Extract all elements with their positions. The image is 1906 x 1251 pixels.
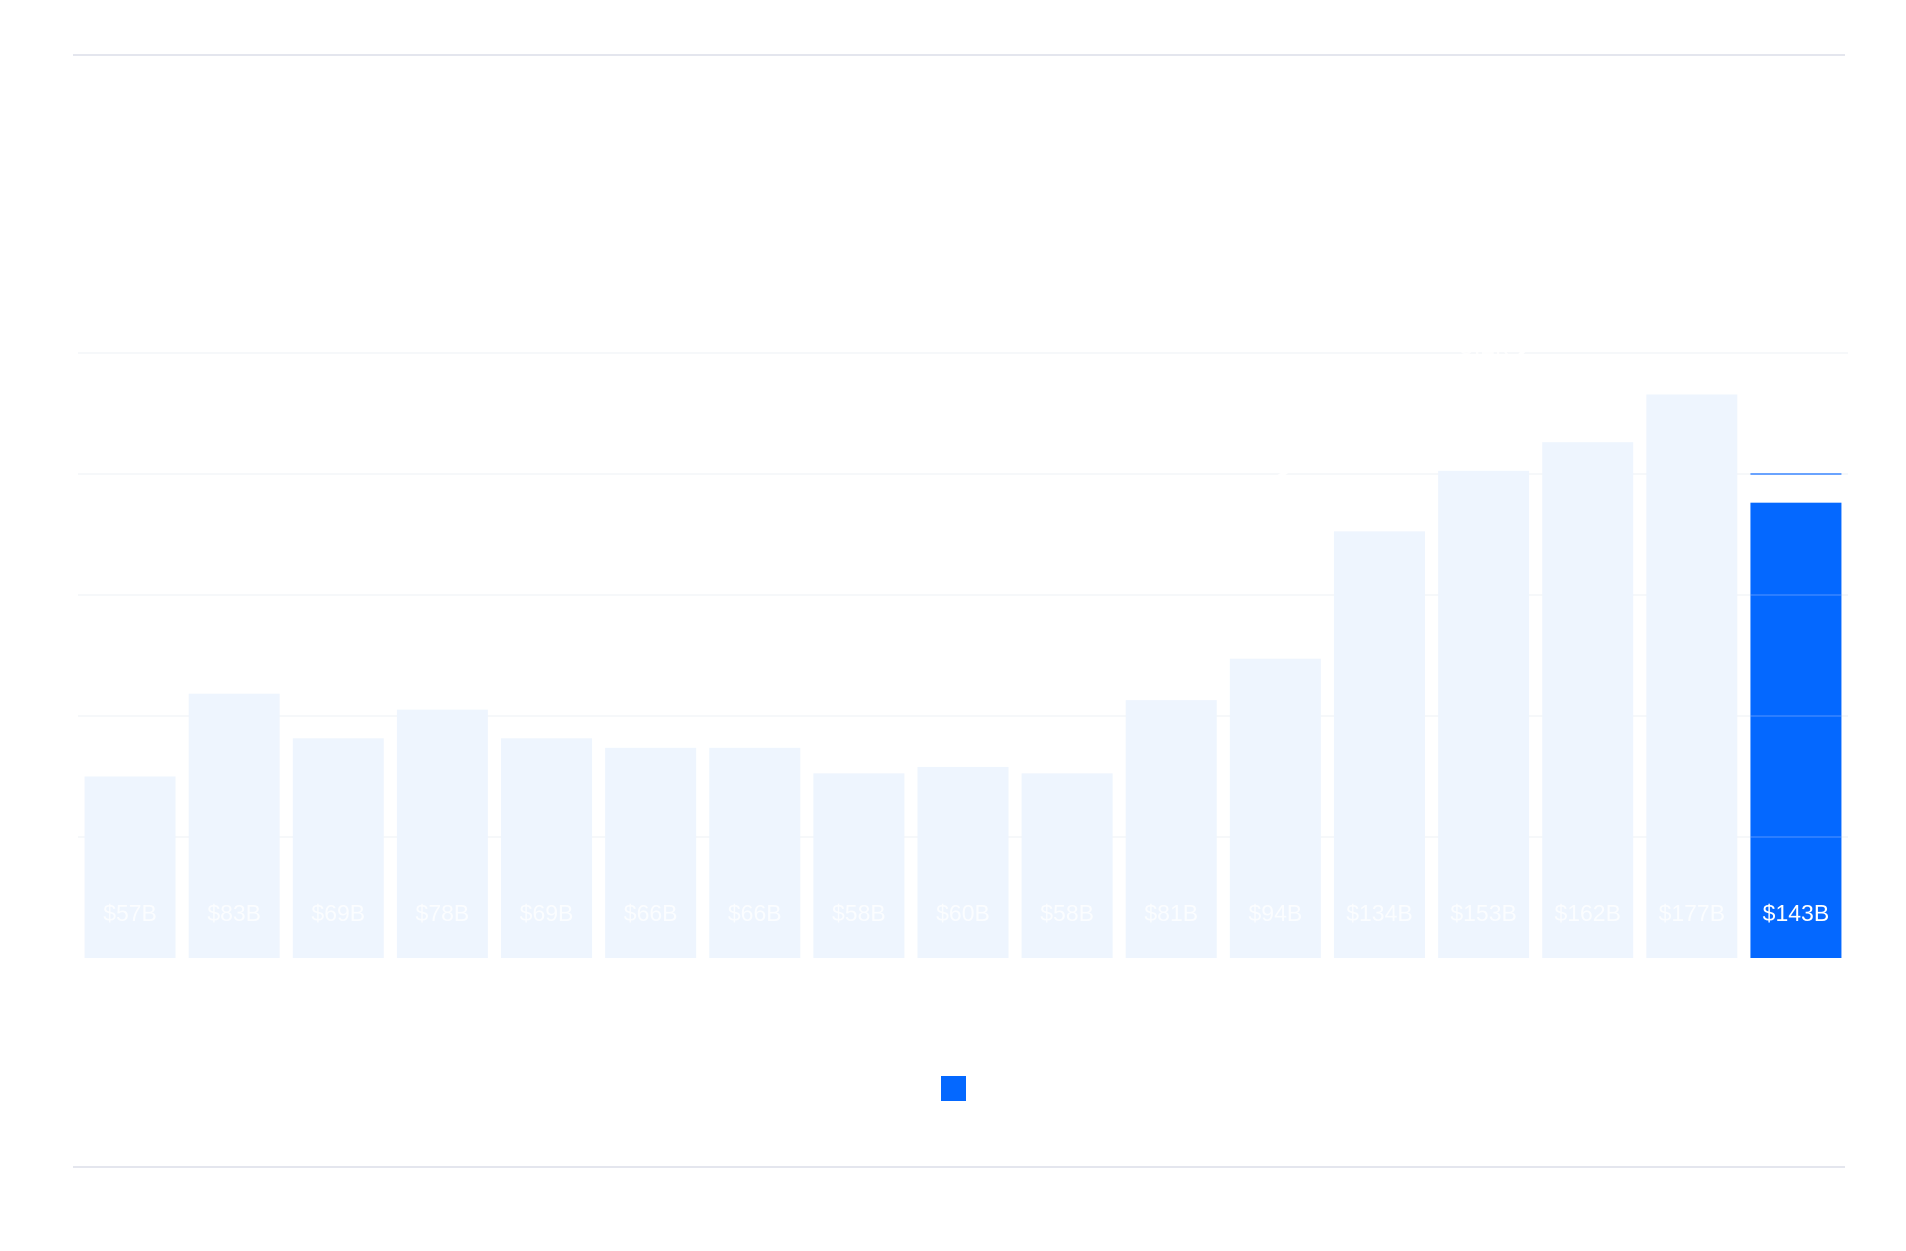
bar-13[interactable] bbox=[1438, 470, 1530, 958]
bar-value-label-15: $177B bbox=[1659, 900, 1726, 926]
bar-5[interactable] bbox=[605, 747, 697, 958]
bar-14[interactable] bbox=[1542, 442, 1634, 958]
line-value-label-13: 8.2k bbox=[1459, 330, 1509, 360]
bar-6[interactable] bbox=[709, 747, 801, 958]
bar-value-label-14: $162B bbox=[1554, 900, 1621, 926]
bar-3[interactable] bbox=[396, 709, 488, 958]
bar-value-label-8: $60B bbox=[936, 900, 990, 926]
bar-9[interactable] bbox=[1021, 773, 1113, 958]
bar-value-label-6: $66B bbox=[728, 900, 782, 926]
legend-swatch bbox=[940, 1076, 966, 1101]
line-value-label-15: 9.2k bbox=[1667, 254, 1717, 284]
bar-value-label-16: $143B bbox=[1763, 900, 1830, 926]
top-divider bbox=[73, 54, 1845, 56]
bar-value-label-13: $153B bbox=[1450, 900, 1517, 926]
bar-value-label-11: $94B bbox=[1248, 900, 1302, 926]
line-value-label-16: 8.8k bbox=[1771, 284, 1821, 314]
line-value-label-11: 7.1k bbox=[1251, 413, 1301, 443]
bar-0[interactable] bbox=[84, 776, 176, 958]
bar-value-label-9: $58B bbox=[1040, 900, 1094, 926]
bars bbox=[84, 394, 1842, 958]
bar-7[interactable] bbox=[813, 773, 905, 958]
bar-value-label-10: $81B bbox=[1144, 900, 1198, 926]
bar-15[interactable] bbox=[1646, 394, 1738, 958]
bar-2[interactable] bbox=[292, 738, 384, 958]
bar-16[interactable] bbox=[1750, 502, 1842, 958]
bar-value-label-0: $57B bbox=[103, 900, 157, 926]
trend-line-path bbox=[1169, 278, 1794, 526]
line-value-label-12: 7.9k bbox=[1355, 353, 1405, 383]
data-labels: $57B $83B $69B $78B $69B $66B $66B $58B $60B $58B… bbox=[103, 216, 1829, 926]
bar-value-label-12: $134B bbox=[1346, 900, 1413, 926]
bar-value-label-1: $83B bbox=[207, 900, 261, 926]
bar-value-label-5: $66B bbox=[624, 900, 678, 926]
bar-12[interactable] bbox=[1333, 531, 1425, 958]
legend bbox=[0, 1076, 1906, 1101]
trend-line bbox=[1169, 278, 1794, 526]
bar-4[interactable] bbox=[501, 738, 593, 958]
bar-10[interactable] bbox=[1125, 700, 1217, 958]
bar-1[interactable] bbox=[188, 693, 280, 958]
bar-8[interactable] bbox=[917, 766, 1009, 958]
bottom-divider bbox=[73, 1166, 1845, 1168]
bar-value-label-3: $78B bbox=[416, 900, 470, 926]
line-value-label-14: 9.7k bbox=[1563, 216, 1613, 246]
bar-11[interactable] bbox=[1229, 658, 1321, 958]
bar-value-label-7: $58B bbox=[832, 900, 886, 926]
bar-value-label-2: $69B bbox=[311, 900, 365, 926]
bar-value-label-4: $69B bbox=[520, 900, 574, 926]
